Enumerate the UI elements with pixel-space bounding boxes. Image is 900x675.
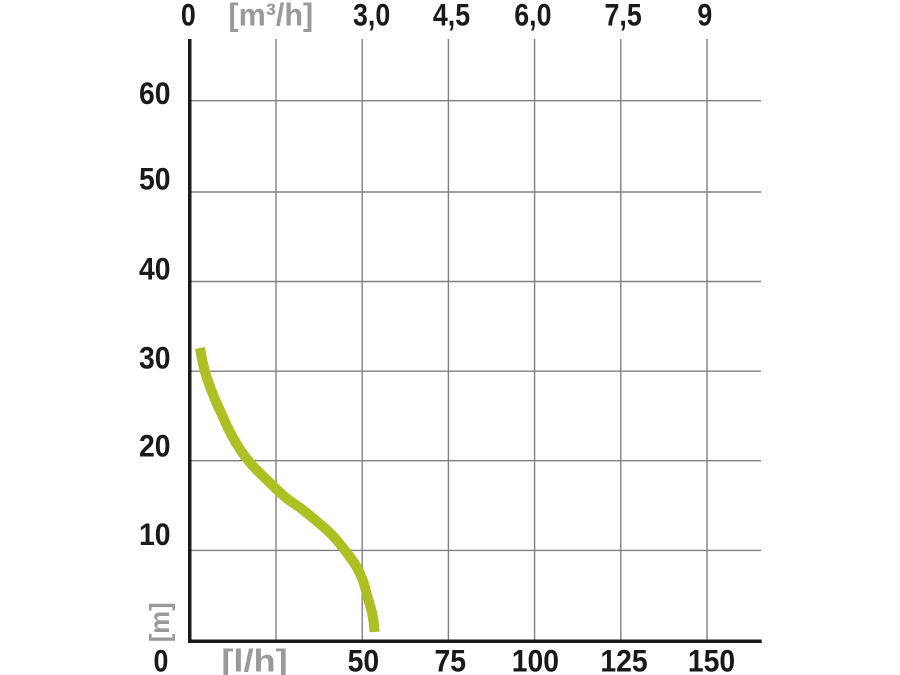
- svg-text:50: 50: [348, 644, 380, 675]
- svg-text:20: 20: [139, 429, 171, 464]
- svg-text:7,5: 7,5: [604, 0, 641, 33]
- svg-text:125: 125: [600, 644, 647, 675]
- svg-text:4,5: 4,5: [433, 0, 470, 33]
- svg-text:100: 100: [512, 644, 559, 675]
- svg-text:150: 150: [688, 644, 735, 675]
- svg-text:10: 10: [139, 518, 171, 553]
- svg-text:60: 60: [139, 77, 171, 112]
- svg-text:[m³/h]: [m³/h]: [228, 0, 313, 33]
- svg-text:40: 40: [139, 252, 171, 287]
- svg-text:0: 0: [154, 644, 169, 675]
- svg-text:9: 9: [697, 0, 712, 33]
- svg-text:[l/h]: [l/h]: [221, 643, 287, 675]
- svg-text:30: 30: [139, 341, 171, 376]
- svg-text:6,0: 6,0: [514, 0, 551, 33]
- svg-text:3,0: 3,0: [353, 0, 390, 33]
- svg-text:0: 0: [181, 0, 196, 33]
- svg-text:[m]: [m]: [144, 602, 175, 642]
- svg-text:50: 50: [139, 162, 171, 197]
- svg-text:75: 75: [434, 644, 466, 675]
